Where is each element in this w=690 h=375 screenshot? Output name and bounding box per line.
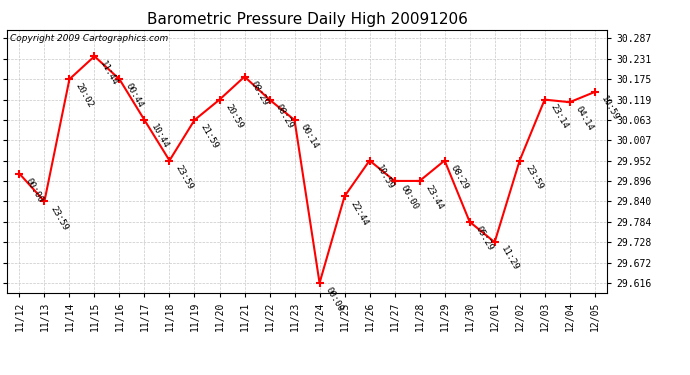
Text: 08:29: 08:29	[448, 163, 470, 191]
Text: 23:44: 23:44	[424, 184, 445, 211]
Text: 10:44: 10:44	[148, 123, 170, 151]
Text: 10:59: 10:59	[374, 163, 395, 191]
Text: 04:14: 04:14	[574, 105, 595, 133]
Text: 00:00: 00:00	[324, 286, 345, 314]
Text: 23:14: 23:14	[549, 102, 570, 130]
Text: 21:59: 21:59	[199, 123, 220, 151]
Text: 05:29: 05:29	[474, 225, 495, 252]
Text: 00:14: 00:14	[299, 123, 320, 151]
Text: 11:29: 11:29	[499, 245, 520, 273]
Text: 00:44: 00:44	[124, 82, 145, 110]
Text: 08:29: 08:29	[274, 102, 295, 130]
Title: Barometric Pressure Daily High 20091206: Barometric Pressure Daily High 20091206	[146, 12, 468, 27]
Text: 20:02: 20:02	[74, 82, 95, 110]
Text: 10:59: 10:59	[599, 95, 620, 123]
Text: 08:29: 08:29	[248, 80, 270, 107]
Text: 22:44: 22:44	[348, 199, 370, 227]
Text: 23:59: 23:59	[174, 163, 195, 191]
Text: 00:00: 00:00	[23, 176, 45, 204]
Text: 23:59: 23:59	[48, 204, 70, 232]
Text: 23:59: 23:59	[524, 163, 545, 191]
Text: 20:59: 20:59	[224, 102, 245, 130]
Text: Copyright 2009 Cartographics.com: Copyright 2009 Cartographics.com	[10, 34, 168, 43]
Text: 11:44: 11:44	[99, 59, 120, 87]
Text: 00:00: 00:00	[399, 184, 420, 211]
